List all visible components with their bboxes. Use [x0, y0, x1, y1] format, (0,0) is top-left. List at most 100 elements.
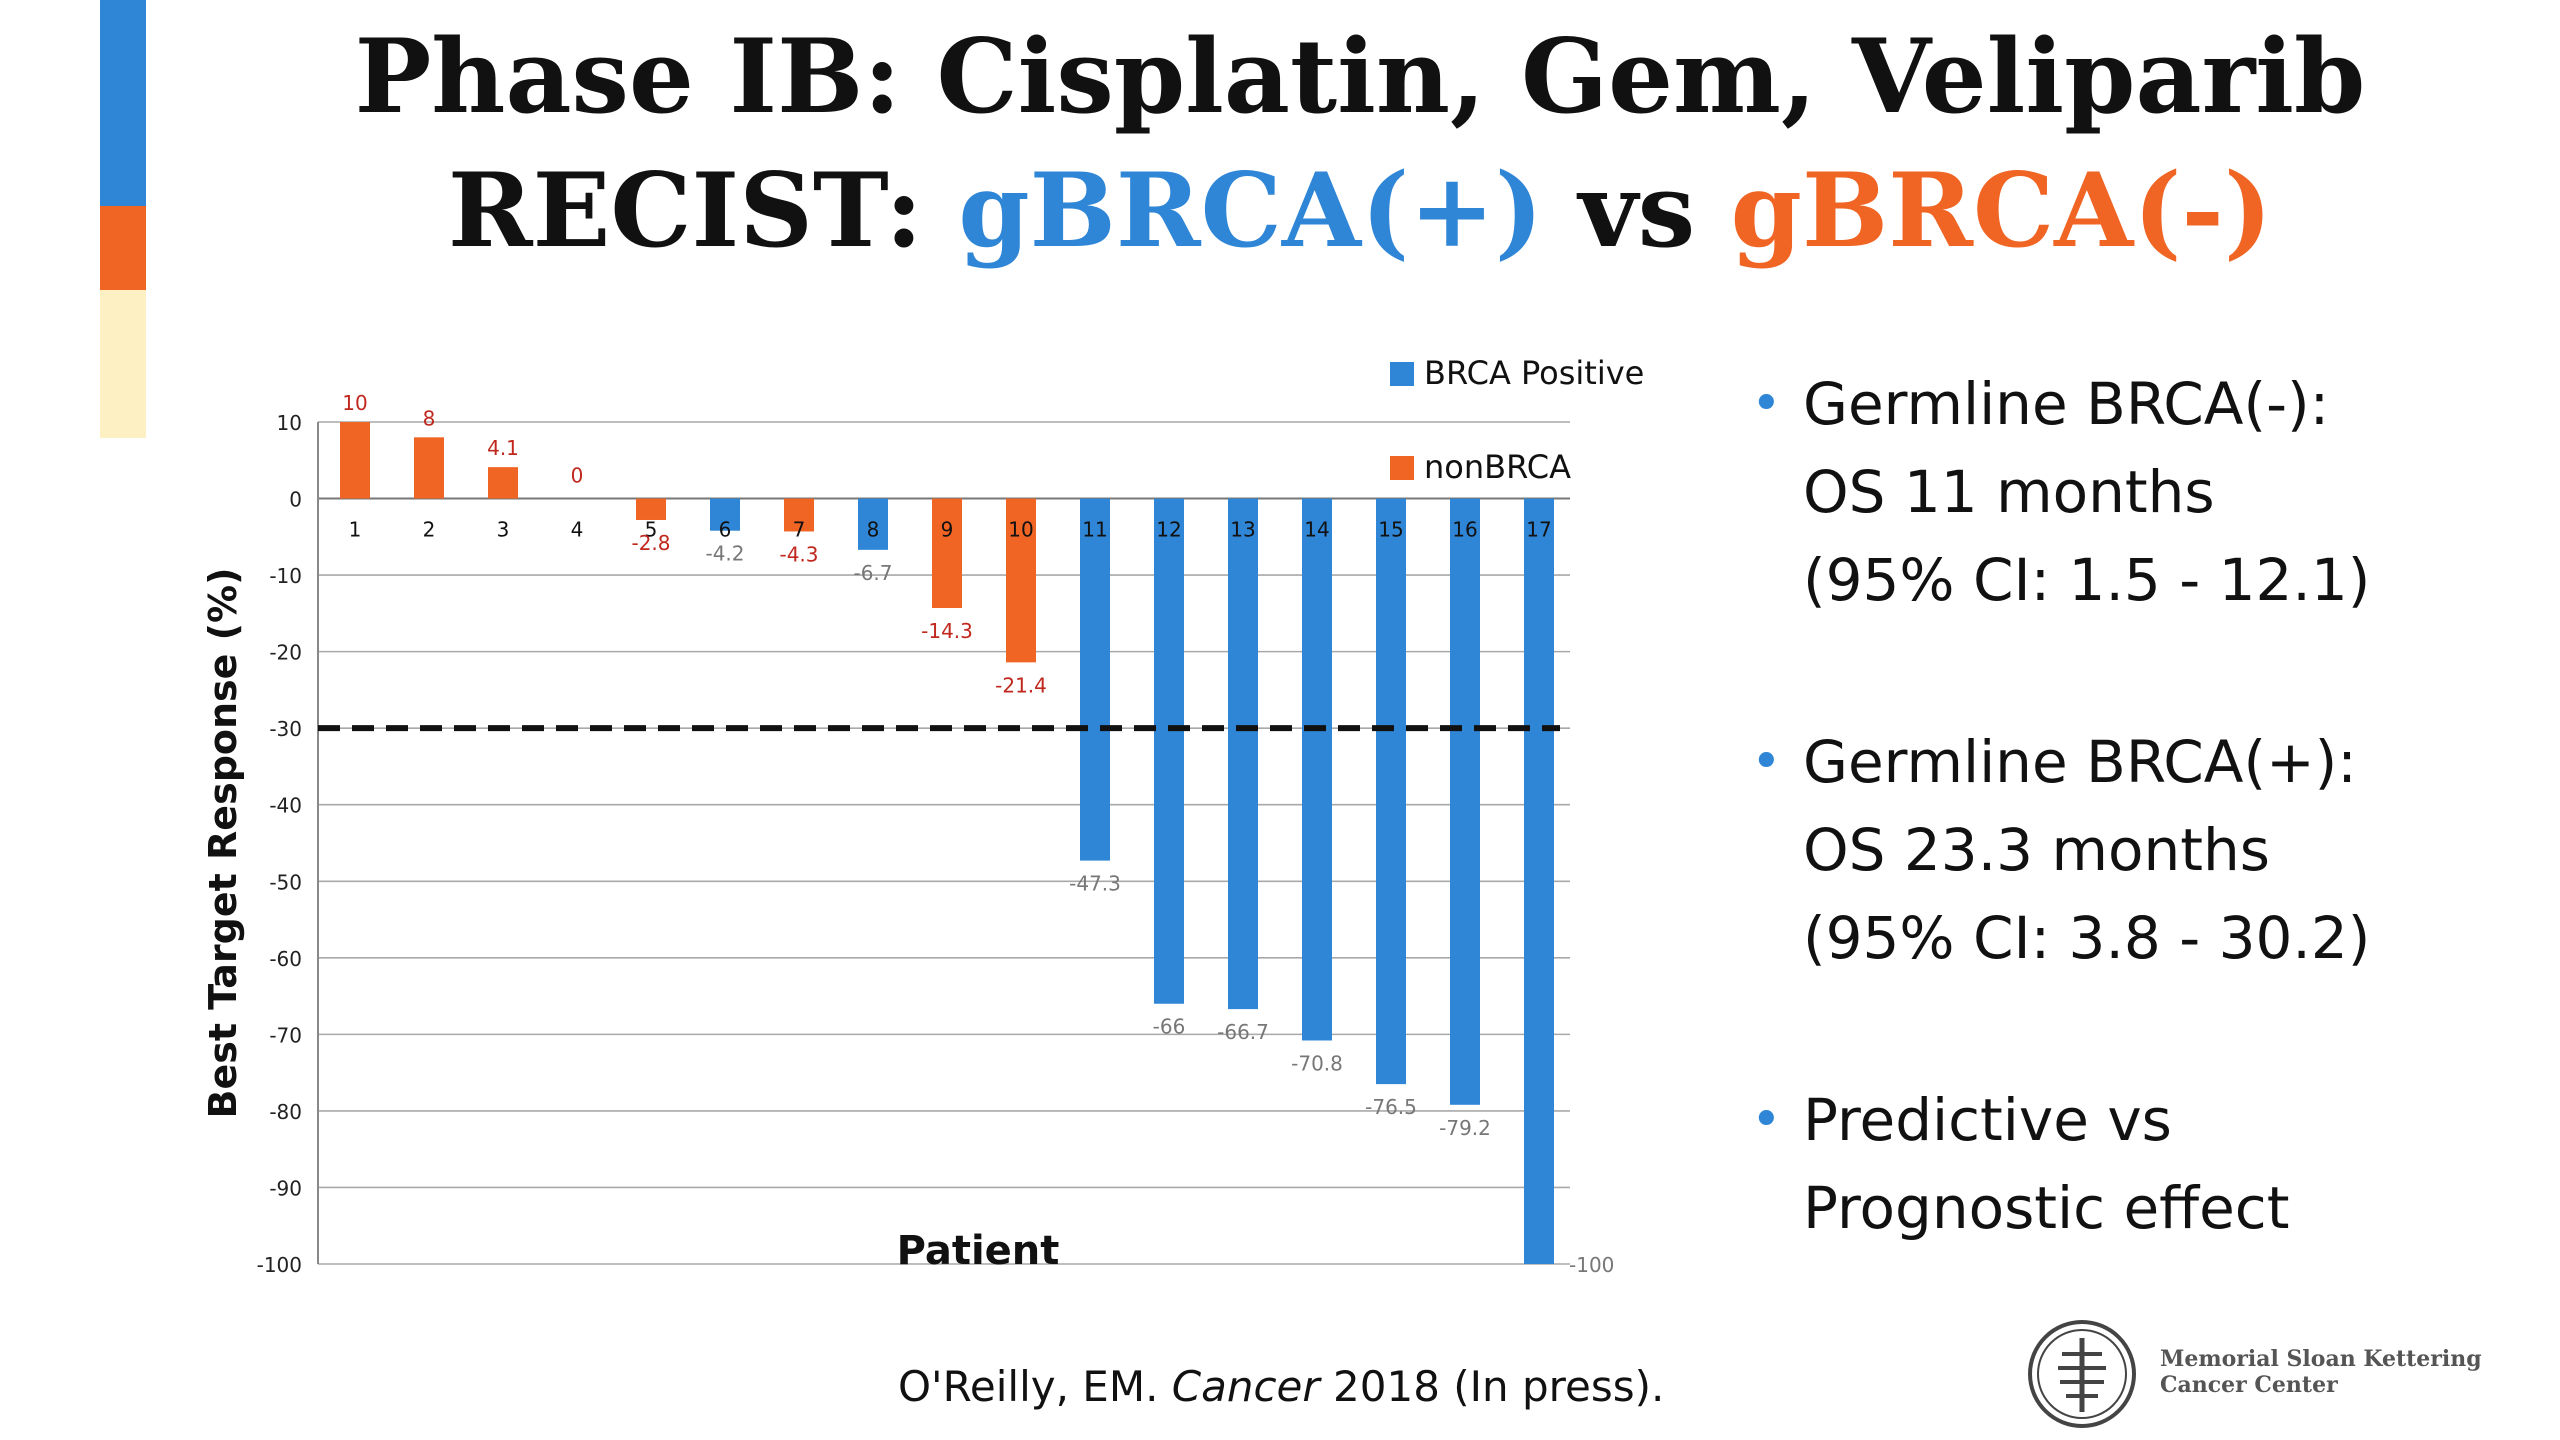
y-tick-label: -60 — [269, 947, 302, 971]
bar — [784, 498, 814, 532]
bar — [340, 422, 370, 499]
accent-bar-orange — [100, 206, 146, 290]
legend: BRCA Positive nonBRCA — [1390, 354, 1644, 486]
y-tick-label: -90 — [269, 1176, 302, 1200]
y-tick-label: -30 — [269, 717, 302, 741]
bullet-list: • Germline BRCA(-): OS 11 months (95% CI… — [1745, 360, 2535, 1252]
x-tick-label: 12 — [1156, 518, 1181, 542]
y-tick-label: -50 — [269, 870, 302, 894]
x-tick-label: 2 — [423, 518, 436, 542]
data-label: -76.5 — [1365, 1095, 1417, 1119]
accent-bar-cream — [100, 290, 146, 438]
slide-title-line2: RECIST: gBRCA(+) vs gBRCA(-) — [180, 160, 2540, 262]
bullet-line: Germline BRCA(-): — [1803, 370, 2330, 438]
y-tick-label: -40 — [269, 794, 302, 818]
data-label: -21.4 — [995, 673, 1047, 697]
bar-layer — [340, 422, 1554, 1264]
x-tick-label: 5 — [645, 518, 658, 542]
bar — [1228, 498, 1258, 1010]
x-tick-label: 9 — [941, 518, 954, 542]
x-tick-label: 10 — [1008, 518, 1033, 542]
data-label: -47.3 — [1069, 872, 1121, 896]
bar — [858, 498, 888, 550]
citation-author: O'Reilly, EM. — [898, 1362, 1172, 1411]
x-tick-label: 15 — [1378, 518, 1403, 542]
bullet-line: OS 11 months — [1803, 458, 2215, 526]
bar — [1376, 498, 1406, 1085]
y-tick-label: -10 — [269, 564, 302, 588]
msk-logo: Memorial Sloan Kettering Cancer Center — [2020, 1318, 2540, 1430]
msk-tree-seal-icon — [2028, 1320, 2136, 1428]
y-axis-label: Best Target Response (%) — [201, 568, 245, 1119]
bar — [1302, 498, 1332, 1041]
data-label: -66 — [1153, 1015, 1186, 1039]
data-label: -70.8 — [1291, 1051, 1343, 1075]
y-tick-label: -80 — [269, 1100, 302, 1124]
x-tick-label: 11 — [1082, 518, 1107, 542]
data-label: -4.3 — [779, 542, 818, 566]
citation: O'Reilly, EM. Cancer 2018 (In press). — [898, 1362, 1664, 1411]
citation-journal: Cancer — [1171, 1362, 1320, 1411]
title-gbrca-negative: gBRCA(-) — [1730, 151, 2273, 271]
bullet-dot-icon: • — [1751, 374, 1782, 434]
data-label: -4.2 — [705, 542, 744, 566]
bar — [1450, 498, 1480, 1105]
data-label: 0 — [571, 464, 584, 488]
x-tick-label: 4 — [571, 518, 584, 542]
y-tick-label: -70 — [269, 1023, 302, 1047]
logo-text: Memorial Sloan Kettering Cancer Center — [2160, 1346, 2482, 1398]
bullet-brca-negative: • Germline BRCA(-): OS 11 months (95% CI… — [1745, 360, 2535, 624]
data-label: 4.1 — [487, 436, 519, 460]
bar — [414, 437, 444, 499]
bullet-line: Prognostic effect — [1803, 1174, 2290, 1242]
legend-swatch — [1390, 362, 1414, 386]
legend-swatch — [1390, 456, 1414, 480]
bar — [1080, 498, 1110, 861]
bullet-brca-positive: • Germline BRCA(+): OS 23.3 months (95% … — [1745, 718, 2535, 982]
legend-label: nonBRCA — [1424, 448, 1571, 486]
y-tick-label: -100 — [257, 1253, 302, 1277]
label-layer: 100-10-20-30-40-50-60-70-80-90-100110283… — [257, 391, 1615, 1277]
x-tick-label: 14 — [1304, 518, 1329, 542]
x-tick-label: 16 — [1452, 518, 1477, 542]
x-tick-label: 1 — [349, 518, 362, 542]
y-tick-label: -20 — [269, 641, 302, 665]
legend-label: BRCA Positive — [1424, 354, 1644, 392]
bar — [1006, 498, 1036, 663]
x-tick-label: 3 — [497, 518, 510, 542]
bullet-line: OS 23.3 months — [1803, 816, 2270, 884]
data-label: -14.3 — [921, 619, 973, 643]
bullet-line: (95% CI: 3.8 - 30.2) — [1803, 904, 2371, 972]
title-gbrca-positive: gBRCA(+) — [958, 151, 1543, 271]
data-label: 10 — [342, 391, 367, 415]
x-tick-label: 6 — [719, 518, 732, 542]
slide-title-line1: Phase IB: Cisplatin, Gem, Veliparib — [354, 17, 2366, 137]
bar — [932, 498, 962, 609]
bar — [636, 498, 666, 520]
bullet-dot-icon: • — [1751, 732, 1782, 792]
logo-line1: Memorial Sloan Kettering — [2160, 1346, 2482, 1372]
bullet-dot-icon: • — [1751, 1090, 1782, 1150]
title-prefix: RECIST: — [447, 151, 959, 271]
bullet-line: (95% CI: 1.5 - 12.1) — [1803, 546, 2371, 614]
x-tick-label: 7 — [793, 518, 806, 542]
accent-bar-blue — [100, 0, 146, 206]
bar — [1154, 498, 1184, 1004]
data-label: -100 — [1569, 1253, 1614, 1277]
bar — [1524, 498, 1554, 1264]
bullet-predictive: • Predictive vs Prognostic effect — [1745, 1076, 2535, 1252]
logo-line2: Cancer Center — [2160, 1372, 2338, 1398]
bullet-line: Germline BRCA(+): — [1803, 728, 2357, 796]
y-tick-label: 10 — [277, 411, 302, 435]
y-tick-label: 0 — [289, 488, 302, 512]
title-vs: vs — [1542, 151, 1731, 271]
x-tick-label: 8 — [867, 518, 880, 542]
bar — [488, 467, 518, 499]
x-axis-label: Patient — [897, 1228, 1060, 1274]
data-label: -79.2 — [1439, 1116, 1491, 1140]
citation-rest: 2018 (In press). — [1319, 1362, 1665, 1411]
waterfall-chart: 100-10-20-30-40-50-60-70-80-90-100110283… — [201, 354, 1644, 1277]
data-label: -66.7 — [1217, 1020, 1269, 1044]
data-label: -2.8 — [631, 531, 670, 555]
x-tick-label: 17 — [1526, 518, 1551, 542]
